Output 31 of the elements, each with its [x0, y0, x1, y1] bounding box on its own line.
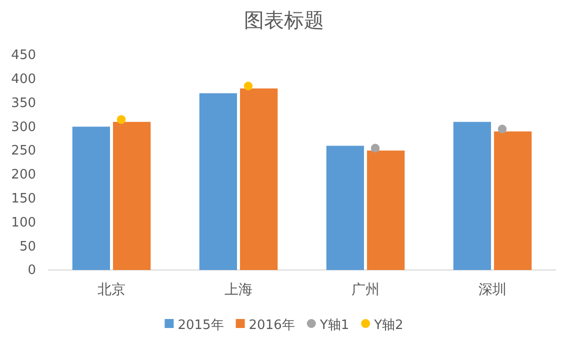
point: [498, 124, 507, 134]
y-tick-label: 450: [11, 48, 36, 64]
legend-label: Y轴1: [318, 318, 350, 333]
y-tick-label: 200: [11, 168, 36, 183]
point: [244, 82, 253, 90]
y-tick-label: 350: [11, 96, 36, 111]
bar: [494, 131, 532, 270]
y-tick-label: 0: [28, 263, 36, 278]
y-tick-label: 400: [11, 72, 36, 88]
y-tick-label: 150: [11, 191, 36, 206]
bar: [240, 88, 278, 270]
y-tick-label: 300: [11, 120, 36, 135]
point: [116, 115, 126, 124]
bar: [453, 122, 491, 270]
bar: [199, 93, 237, 270]
chart-title: 图表标题: [244, 8, 324, 32]
x-tick-label: 北京: [98, 282, 126, 298]
x-tick-label: 上海: [224, 282, 252, 298]
legend-label: 2015年: [178, 318, 224, 333]
y-tick-label: 250: [11, 144, 36, 159]
y-tick-label: 100: [11, 215, 36, 230]
bar: [113, 122, 151, 270]
legend-label: Y轴2: [373, 318, 404, 333]
x-tick-label: 深圳: [478, 282, 506, 298]
legend-label: 2016年: [248, 318, 295, 333]
point: [370, 144, 380, 153]
x-tick-label: 广州: [352, 282, 380, 298]
bar: [326, 146, 364, 270]
y-tick-label: 50: [19, 239, 36, 254]
bar: [72, 126, 110, 270]
bar: [367, 150, 405, 270]
